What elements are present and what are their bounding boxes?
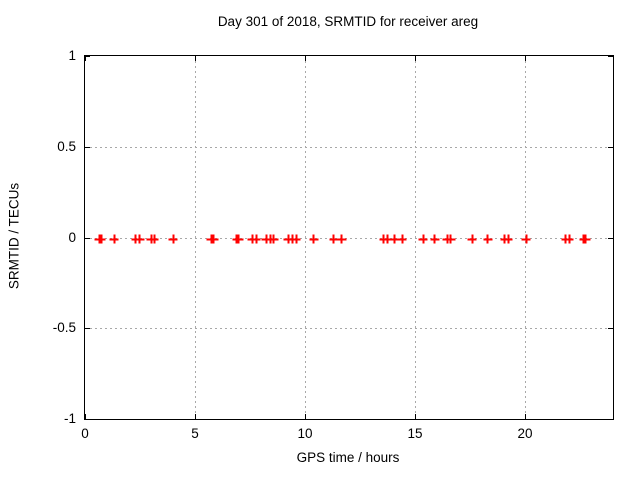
x-tick-label: 20 <box>517 426 533 441</box>
data-point-marker <box>149 234 159 244</box>
y-tick-label: -0.5 <box>52 320 76 336</box>
x-tick-mark <box>415 414 416 419</box>
x-tick-label: 10 <box>297 426 313 441</box>
data-point-marker <box>418 234 428 244</box>
x-tick-mark <box>525 56 526 61</box>
y-gridline <box>85 146 613 148</box>
x-tick-label: 15 <box>407 426 423 441</box>
y-gridline <box>85 328 613 330</box>
y-tick-mark <box>85 419 90 420</box>
chart-title: Day 301 of 2018, SRMTID for receiver are… <box>217 14 479 29</box>
y-tick-label: 1 <box>68 48 76 63</box>
data-point-marker <box>168 234 178 244</box>
data-point-marker <box>96 234 106 244</box>
data-point-marker <box>389 234 399 244</box>
x-tick-mark <box>525 414 526 419</box>
x-tick-mark <box>195 414 196 419</box>
plot-area: 0 5 10 15 20 1 0.5 0 -0.5 -1 <box>53 48 614 441</box>
y-tick-mark <box>85 237 90 239</box>
data-point-marker <box>446 234 456 244</box>
data-point-marker <box>291 234 301 244</box>
y-tick-label: 0.5 <box>57 138 76 154</box>
data-point-marker <box>135 234 145 244</box>
y-tick-mark <box>85 328 90 330</box>
x-tick-label: 5 <box>191 426 199 441</box>
data-point-marker <box>337 234 347 244</box>
y-tick-mark <box>608 419 613 420</box>
data-point-marker <box>483 234 493 244</box>
data-point-marker <box>329 234 339 244</box>
data-point-marker <box>430 234 440 244</box>
x-axis-label: GPS time / hours <box>296 450 400 465</box>
y-tick-label: -1 <box>63 411 76 426</box>
y-tick-mark <box>608 56 613 57</box>
y-tick-label: 0 <box>68 229 76 245</box>
y-gridline <box>85 237 613 239</box>
x-tick-mark <box>195 56 196 61</box>
data-point-marker <box>467 234 477 244</box>
y-axis-label: SRMTID / TECUs <box>6 182 22 290</box>
x-tick-label: 0 <box>81 426 89 441</box>
x-tick-mark <box>85 56 86 61</box>
data-point-marker <box>269 234 279 244</box>
data-point-marker <box>309 234 319 244</box>
x-tick-mark <box>415 56 416 61</box>
x-tick-mark <box>305 414 306 419</box>
data-point-marker <box>109 234 119 244</box>
y-tick-mark <box>608 146 613 148</box>
x-tick-mark <box>85 414 86 419</box>
x-tick-mark <box>305 56 306 61</box>
y-tick-mark <box>608 328 613 330</box>
data-point-marker <box>397 234 407 244</box>
data-point-marker <box>234 234 244 244</box>
data-point-marker <box>564 234 574 244</box>
y-tick-mark <box>85 56 90 57</box>
data-point-marker <box>503 234 513 244</box>
data-point-marker <box>581 234 591 244</box>
y-tick-mark <box>85 146 90 148</box>
data-point-marker <box>251 234 261 244</box>
data-point-marker <box>382 234 392 244</box>
data-point-marker <box>209 234 219 244</box>
y-tick-mark <box>608 237 613 239</box>
data-point-marker <box>521 234 531 244</box>
